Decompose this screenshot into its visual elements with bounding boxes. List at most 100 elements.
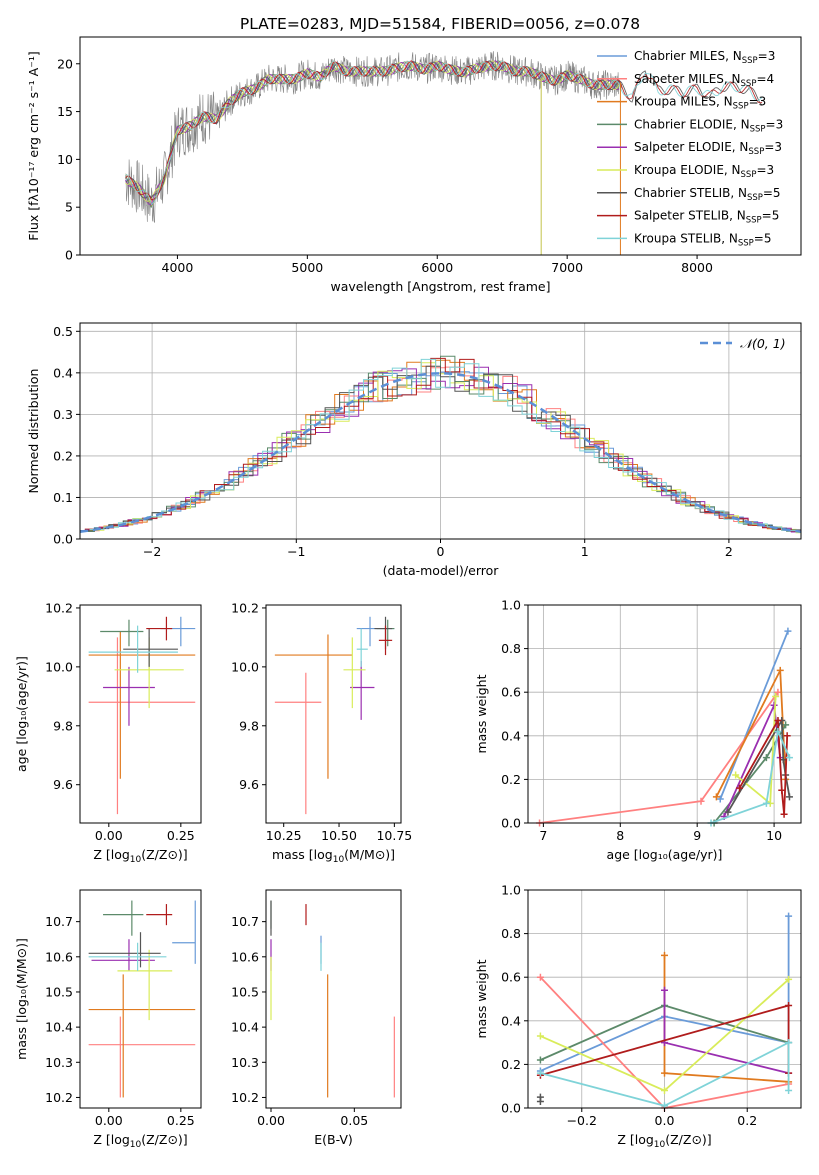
age-vs-Z-frame — [79, 604, 202, 824]
y-tick-label: 1.0 — [501, 883, 521, 898]
mass-vs-Z-plot — [88, 900, 196, 1098]
weight-marker — [785, 754, 793, 762]
weight-marker — [785, 1039, 793, 1047]
spectrum-plot — [125, 51, 763, 255]
age-vs-Z-ticks: 0.00 0.25 9.6 9.8 10.0 10.2 — [45, 600, 195, 843]
error-bar-point — [88, 1016, 196, 1098]
age-vs-mass-ticks: 10.25 10.50 10.75 9.6 9.8 10.0 10.2 — [231, 600, 412, 843]
chart-title: PLATE=0283, MJD=51584, FIBERID=0056, z=0… — [240, 15, 640, 33]
legend-entry: Kroupa ELODIE, NSSP=3 — [634, 163, 774, 180]
mass-vs-ebv-frame — [265, 889, 402, 1109]
x-tick-label: 10 — [766, 828, 782, 843]
error-bar-point — [88, 625, 178, 673]
weight-marker — [661, 986, 668, 994]
x-tick-label: 0.05 — [340, 1113, 368, 1128]
x-tick-label: 0.0 — [655, 1113, 675, 1128]
mass-vs-Z-frame — [79, 889, 202, 1109]
mass-vs-Z-ticks: 0.00 0.25 10.2 10.3 10.4 10.5 10.6 10.7 — [45, 914, 195, 1128]
histogram-step-line — [89, 359, 801, 533]
x-tick-label: 0.25 — [167, 1113, 195, 1128]
y-tick-label: 10.2 — [231, 600, 259, 615]
weight-marker — [782, 721, 790, 729]
mass-vs-Z-ylabel: mass [log₁₀(M/M⊙)] — [14, 938, 29, 1060]
weight-marker — [772, 693, 780, 701]
weight-marker — [724, 808, 732, 816]
x-tick-label: 0.00 — [95, 828, 123, 843]
x-tick-label: 9 — [693, 828, 701, 843]
weight-marker — [697, 797, 705, 805]
y-tick-label: 9.6 — [53, 777, 73, 792]
y-tick-label: 10.2 — [45, 1090, 73, 1105]
age-vs-mass-frame — [265, 604, 402, 824]
y-tick-label: 10.5 — [231, 984, 259, 999]
error-bar-point — [117, 949, 173, 1021]
weight-marker — [732, 771, 740, 779]
legend-entry: Kroupa STELIB, NSSP=5 — [634, 231, 772, 248]
histogram-step-line — [89, 358, 801, 532]
x-tick-label: 10.25 — [266, 828, 302, 843]
weight-vs-age-ylabel: mass weight — [474, 674, 489, 753]
weight-marker — [785, 975, 793, 983]
weight-vs-age-ticks: 7 8 9 10 0.0 0.2 0.4 0.6 0.8 1.0 — [501, 598, 782, 844]
error-bar-point — [356, 628, 368, 667]
x-tick-label: 0.25 — [167, 828, 195, 843]
weight-marker — [774, 688, 782, 696]
weight-vs-Z-ticks: −0.2 0.0 0.2 0.0 0.2 0.4 0.6 0.8 1.0 — [501, 883, 757, 1129]
weight-marker — [778, 786, 786, 794]
error-bar-point — [378, 625, 393, 656]
y-tick-label: 10.0 — [231, 659, 259, 674]
age-vs-Z-xlabel: Z [log10(Z/Z⊙)] — [93, 847, 187, 865]
residuals-xlabel: (data-model)/error — [383, 563, 500, 578]
weight-marker — [785, 793, 793, 801]
error-bar-point — [88, 974, 196, 1098]
y-tick-label: 0.1 — [53, 490, 73, 505]
mass-vs-ebv-ticks: 0.00 0.05 10.2 10.3 10.4 10.5 10.6 10.7 — [231, 914, 368, 1128]
x-tick-label: 4000 — [162, 260, 194, 275]
weight-marker — [776, 666, 784, 674]
y-tick-label: 0.8 — [501, 641, 521, 656]
y-tick-label: 10.0 — [45, 659, 73, 674]
error-bar-point — [91, 939, 155, 971]
y-tick-label: 0.5 — [53, 324, 73, 339]
y-tick-label: 10.6 — [231, 949, 259, 964]
y-tick-label: 10 — [57, 152, 73, 167]
weight-marker — [735, 784, 743, 792]
legend-entry: Salpeter MILES, NSSP=4 — [634, 72, 774, 89]
weight-marker — [536, 1056, 544, 1064]
y-tick-label: 5 — [65, 200, 73, 215]
weight-marker — [536, 973, 544, 981]
y-tick-label: 9.6 — [239, 777, 259, 792]
weight-marker — [774, 717, 782, 725]
weight-vs-age-xlabel: age [log₁₀(age/yr)] — [607, 847, 723, 862]
weight-vs-age-frame — [527, 604, 802, 824]
legend-entry: Chabrier STELIB, NSSP=5 — [634, 186, 781, 203]
error-bar-point — [274, 672, 322, 815]
error-bar-point — [88, 932, 161, 968]
age-vs-mass-xlabel: mass [log10(M/M⊙)] — [272, 847, 395, 865]
weight-vs-Z-plot — [536, 912, 793, 1112]
spectrum-ylabel: Flux [fλ10⁻¹⁷ erg cm⁻² s⁻¹ A⁻¹] — [26, 51, 41, 240]
weight-marker — [661, 951, 668, 959]
y-tick-label: 0 — [65, 248, 73, 263]
x-tick-label: −2 — [143, 544, 161, 559]
y-tick-label: 10.7 — [231, 914, 259, 929]
spectrum-xlabel: wavelength [Angstrom, rest frame] — [330, 279, 550, 294]
y-tick-label: 9.8 — [53, 718, 73, 733]
spectrum-legend: Chabrier MILES, NSSP=3 Salpeter MILES, NS… — [597, 49, 783, 248]
weight-marker — [536, 1032, 544, 1040]
mass-vs-Z-xlabel: Z [log10(Z/Z⊙)] — [93, 1132, 187, 1150]
x-tick-label: 7 — [539, 828, 547, 843]
weight-marker — [785, 1087, 793, 1095]
x-tick-label: 8 — [616, 828, 624, 843]
error-bar-point — [146, 616, 173, 641]
legend-entry: Salpeter ELODIE, NSSP=3 — [634, 140, 782, 157]
y-tick-label: 0.2 — [501, 1057, 521, 1072]
error-bar-point — [146, 904, 173, 926]
model-spectrum-line — [125, 60, 620, 202]
y-tick-label: 10.5 — [45, 984, 73, 999]
residuals-plot — [79, 355, 802, 534]
model-spectrum-line — [125, 60, 763, 199]
weight-vs-Z-ylabel: mass weight — [474, 959, 489, 1038]
weight-marker — [536, 1093, 544, 1101]
